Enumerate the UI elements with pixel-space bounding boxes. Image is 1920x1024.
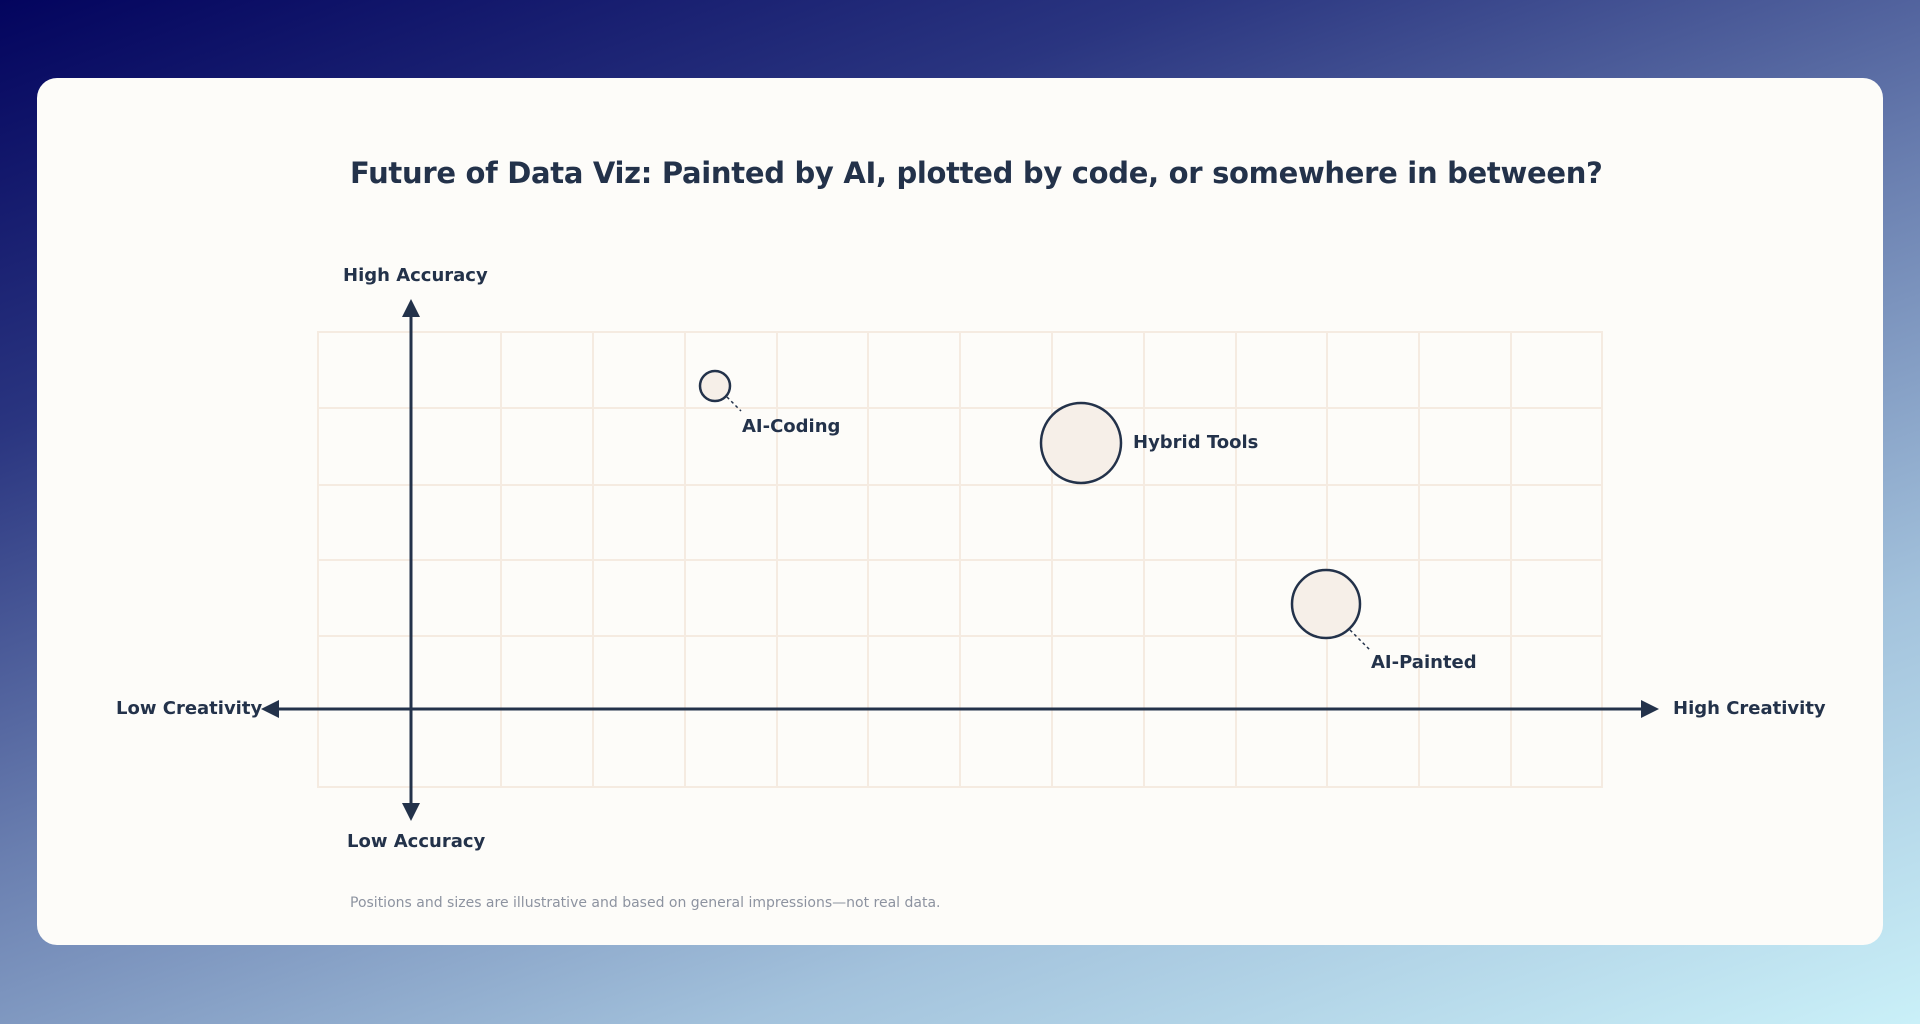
point-label-hybrid-tools: Hybrid Tools bbox=[1133, 432, 1259, 453]
bubble-hybrid-tools bbox=[1039, 401, 1123, 485]
footnote: Positions and sizes are illustrative and… bbox=[350, 895, 941, 911]
grid bbox=[317, 331, 1603, 788]
y-axis-top-label: High Accuracy bbox=[343, 265, 488, 286]
x-axis-left-label: Low Creativity bbox=[116, 698, 263, 719]
y-axis-bottom-label: Low Accuracy bbox=[347, 831, 486, 852]
bubble-ai-painted bbox=[1290, 568, 1371, 651]
point-label-ai-coding: AI-Coding bbox=[742, 416, 841, 437]
bubble-ai-coding bbox=[698, 369, 742, 412]
chart-title: Future of Data Viz: Painted by AI, plott… bbox=[350, 156, 1603, 190]
point-label-ai-painted: AI-Painted bbox=[1371, 652, 1477, 673]
x-axis-right-label: High Creativity bbox=[1673, 698, 1826, 719]
